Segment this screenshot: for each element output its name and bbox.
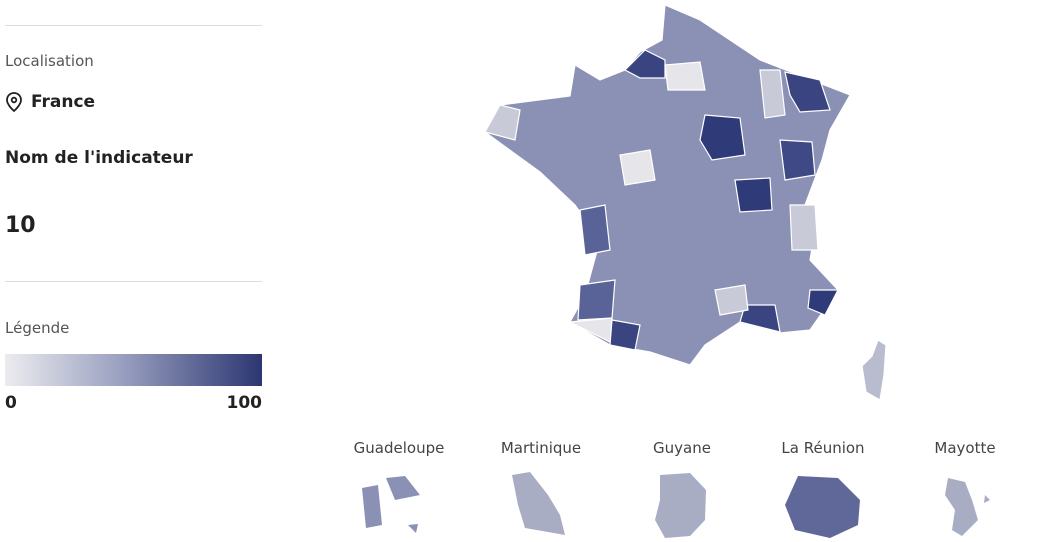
region — [699, 114, 746, 161]
corsica — [861, 339, 887, 401]
territory-name: Guyane — [653, 439, 711, 457]
region — [577, 279, 616, 321]
reunion-shape — [785, 476, 860, 538]
indicator-name: Nom de l'indicateur — [5, 148, 193, 168]
region — [789, 204, 819, 251]
region — [484, 104, 521, 141]
france-outline — [484, 4, 851, 366]
location-label: Localisation — [5, 52, 94, 70]
divider — [5, 281, 262, 282]
territory-name: Martinique — [501, 439, 581, 457]
mayotte-shape — [945, 478, 990, 536]
guadeloupe-shape — [362, 476, 420, 533]
legend-min: 0 — [5, 393, 17, 413]
location: France — [5, 92, 95, 112]
region — [579, 204, 611, 256]
guyane-shape — [655, 473, 706, 538]
map: Guadeloupe Martinique Guyane La Réunion … — [354, 4, 996, 538]
legend-max: 100 — [226, 393, 263, 413]
sidebar: Localisation France Nom de l'indicateur … — [5, 0, 262, 542]
region — [779, 139, 816, 181]
region — [714, 284, 749, 316]
territory-name: Mayotte — [934, 439, 995, 457]
overseas: Guadeloupe Martinique Guyane La Réunion … — [354, 439, 996, 538]
region — [609, 319, 641, 351]
region — [567, 317, 613, 344]
legend-label: Légende — [5, 319, 70, 337]
pin-icon — [6, 92, 22, 112]
region — [759, 69, 786, 119]
region — [807, 289, 839, 316]
region — [734, 177, 773, 213]
martinique-shape — [512, 472, 565, 535]
region — [739, 304, 781, 333]
divider — [5, 25, 262, 26]
legend-gradient — [5, 354, 262, 386]
location-name: France — [31, 92, 96, 112]
region — [664, 61, 706, 91]
region — [784, 71, 831, 113]
region — [619, 149, 656, 186]
indicator-value: 10 — [5, 213, 36, 238]
metropole — [484, 4, 887, 401]
territory-name: Guadeloupe — [354, 439, 445, 457]
territory-name: La Réunion — [781, 439, 864, 457]
